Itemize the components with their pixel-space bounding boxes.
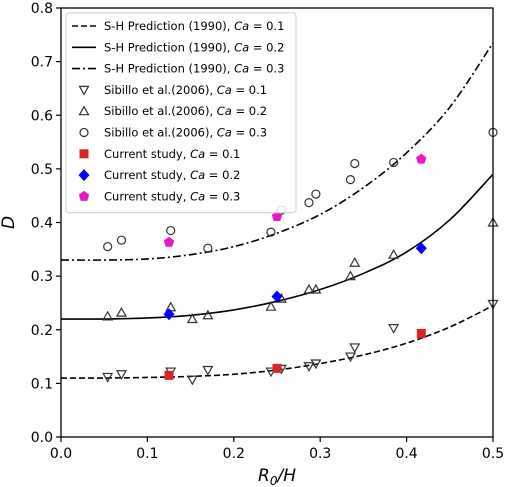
x-tick-label: 0.2 [223,446,245,462]
x-tick-label: 0.3 [309,446,331,462]
data-point [303,283,315,294]
data-point [344,352,356,363]
y-tick-label: 0.4 [31,216,53,232]
legend-marker [78,169,90,182]
legend-label: S-H Prediction (1990), Ca = 0.2 [104,40,284,54]
data-point [272,363,282,373]
legend: S-H Prediction (1990), Ca = 0.1 S-H Predi… [65,12,297,214]
legend-label: Sibillo et al.(2006), Ca = 0.2 [104,104,267,118]
legend-symbol [78,169,90,182]
data-point [163,236,175,247]
x-axis-label: R0/H [258,466,296,487]
y-tick-label: 0.7 [31,55,53,71]
data-point [416,329,426,339]
legend-symbol [79,127,89,138]
data-point [164,370,174,380]
data-point [310,359,322,370]
data-point [116,235,127,245]
axis-ticks: 0.0 0.1 0.2 0.3 0.4 0.5 0.0 0.1 0.2 0.3 0.4 0.5 0.6 0… [31,1,504,462]
data-point [349,256,361,267]
data-point [271,211,283,222]
legend-symbol [78,190,90,201]
legend-label: Current study, Ca = 0.3 [104,189,240,203]
data-point [310,283,322,294]
data-point [115,370,128,380]
data-point [344,270,356,281]
data-point [350,158,360,169]
data-point [115,306,128,317]
y-tick-label: 0.8 [31,1,53,17]
data-point [186,375,198,386]
data-point [165,301,177,312]
data-point [186,313,198,324]
data-point [166,225,176,236]
data-point [304,198,314,208]
legend-marker [78,85,90,96]
legend-box [65,12,297,214]
legend-label: Sibillo et al.(2006), Ca = 0.3 [104,126,267,140]
data-point [349,343,361,354]
legend-label: S-H Prediction (1990), Ca = 0.1 [104,19,284,33]
legend-symbol [78,85,90,96]
y-tick-label: 0.5 [31,162,53,178]
data-point [271,290,283,303]
legend-label: Current study, Ca = 0.1 [104,147,240,161]
plot-markers [102,127,499,386]
x-tick-label: 0.1 [136,446,158,462]
y-tick-label: 0.3 [31,269,53,285]
data-point [202,365,214,376]
legend-symbol [78,105,90,116]
data-point [415,242,427,255]
data-point [103,242,113,252]
y-tick-label: 0.0 [31,430,53,446]
x-tick-label: 0.4 [395,446,417,462]
legend-marker [79,127,89,138]
y-tick-label: 0.6 [31,108,53,124]
data-point [266,227,276,237]
legend-symbol [79,149,89,159]
legend-marker [78,190,90,201]
data-point [202,309,214,320]
data-point [102,310,114,321]
data-point [388,248,400,259]
data-point [416,153,427,164]
data-point [388,324,400,334]
data-point [303,362,315,372]
legend-label: Sibillo et al.(2006), Ca = 0.1 [104,83,267,97]
legend-marker [79,149,89,159]
legend-marker [78,105,90,116]
data-point [203,243,213,253]
data-point [345,175,356,185]
legend-label: S-H Prediction (1990), Ca = 0.3 [104,62,284,76]
legend-label: Current study, Ca = 0.2 [104,168,240,182]
series-line-2 [60,42,494,261]
data-point [102,372,114,383]
y-tick-label: 0.1 [31,376,53,392]
y-axis-label: D [0,216,19,229]
data-point [311,189,321,199]
y-tick-label: 0.2 [31,323,53,339]
x-tick-label: 0.0 [50,446,72,462]
data-point [163,308,175,321]
data-point [265,300,277,311]
x-tick-label: 0.5 [482,446,504,462]
data-point [389,157,399,168]
